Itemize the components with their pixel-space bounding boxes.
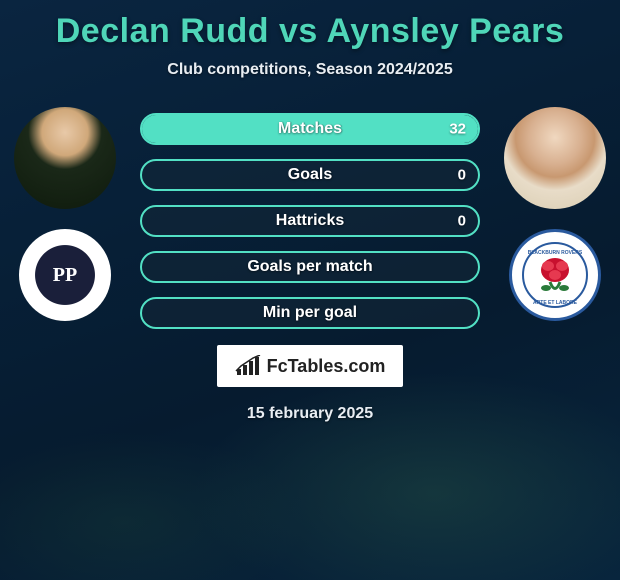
brand-text: FcTables.com [267,356,386,377]
blackburn-crest-icon: BLACKBURN ROVERS ARTE ET LABORE [520,240,590,310]
page-title: Declan Rudd vs Aynsley Pears [56,12,564,51]
left-column [10,107,120,321]
svg-text:BLACKBURN ROVERS: BLACKBURN ROVERS [528,250,583,256]
stat-value-right: 32 [449,121,466,138]
stat-bar: Goals per match [140,251,480,283]
stat-label: Min per goal [263,304,357,322]
team-left-logo [19,229,111,321]
main-row: Matches 32 Goals 0 Hattricks 0 Goals per match… [0,107,620,329]
date-text: 15 february 2025 [247,405,373,423]
stat-bar: Goals 0 [140,159,480,191]
content: Declan Rudd vs Aynsley Pears Club compet… [0,0,620,580]
stat-label: Goals [288,166,332,184]
stat-bar: Matches 32 [140,113,480,145]
stat-bar: Hattricks 0 [140,205,480,237]
player-right-photo [504,107,606,209]
stat-bar: Min per goal [140,297,480,329]
brand-fc: FcTables.com [267,356,386,376]
subtitle: Club competitions, Season 2024/2025 [167,61,452,79]
brand-logo: FcTables.com [217,345,404,387]
player-left-photo [14,107,116,209]
stats-column: Matches 32 Goals 0 Hattricks 0 Goals per match… [120,113,500,329]
stat-label: Matches [278,120,342,138]
svg-text:ARTE ET LABORE: ARTE ET LABORE [533,300,578,306]
stat-label: Goals per match [247,258,372,276]
right-column: BLACKBURN ROVERS ARTE ET LABORE [500,107,610,321]
team-right-logo: BLACKBURN ROVERS ARTE ET LABORE [509,229,601,321]
stat-value-right: 0 [458,167,466,184]
stat-label: Hattricks [276,212,344,230]
chart-icon [235,355,261,377]
stat-value-right: 0 [458,213,466,230]
